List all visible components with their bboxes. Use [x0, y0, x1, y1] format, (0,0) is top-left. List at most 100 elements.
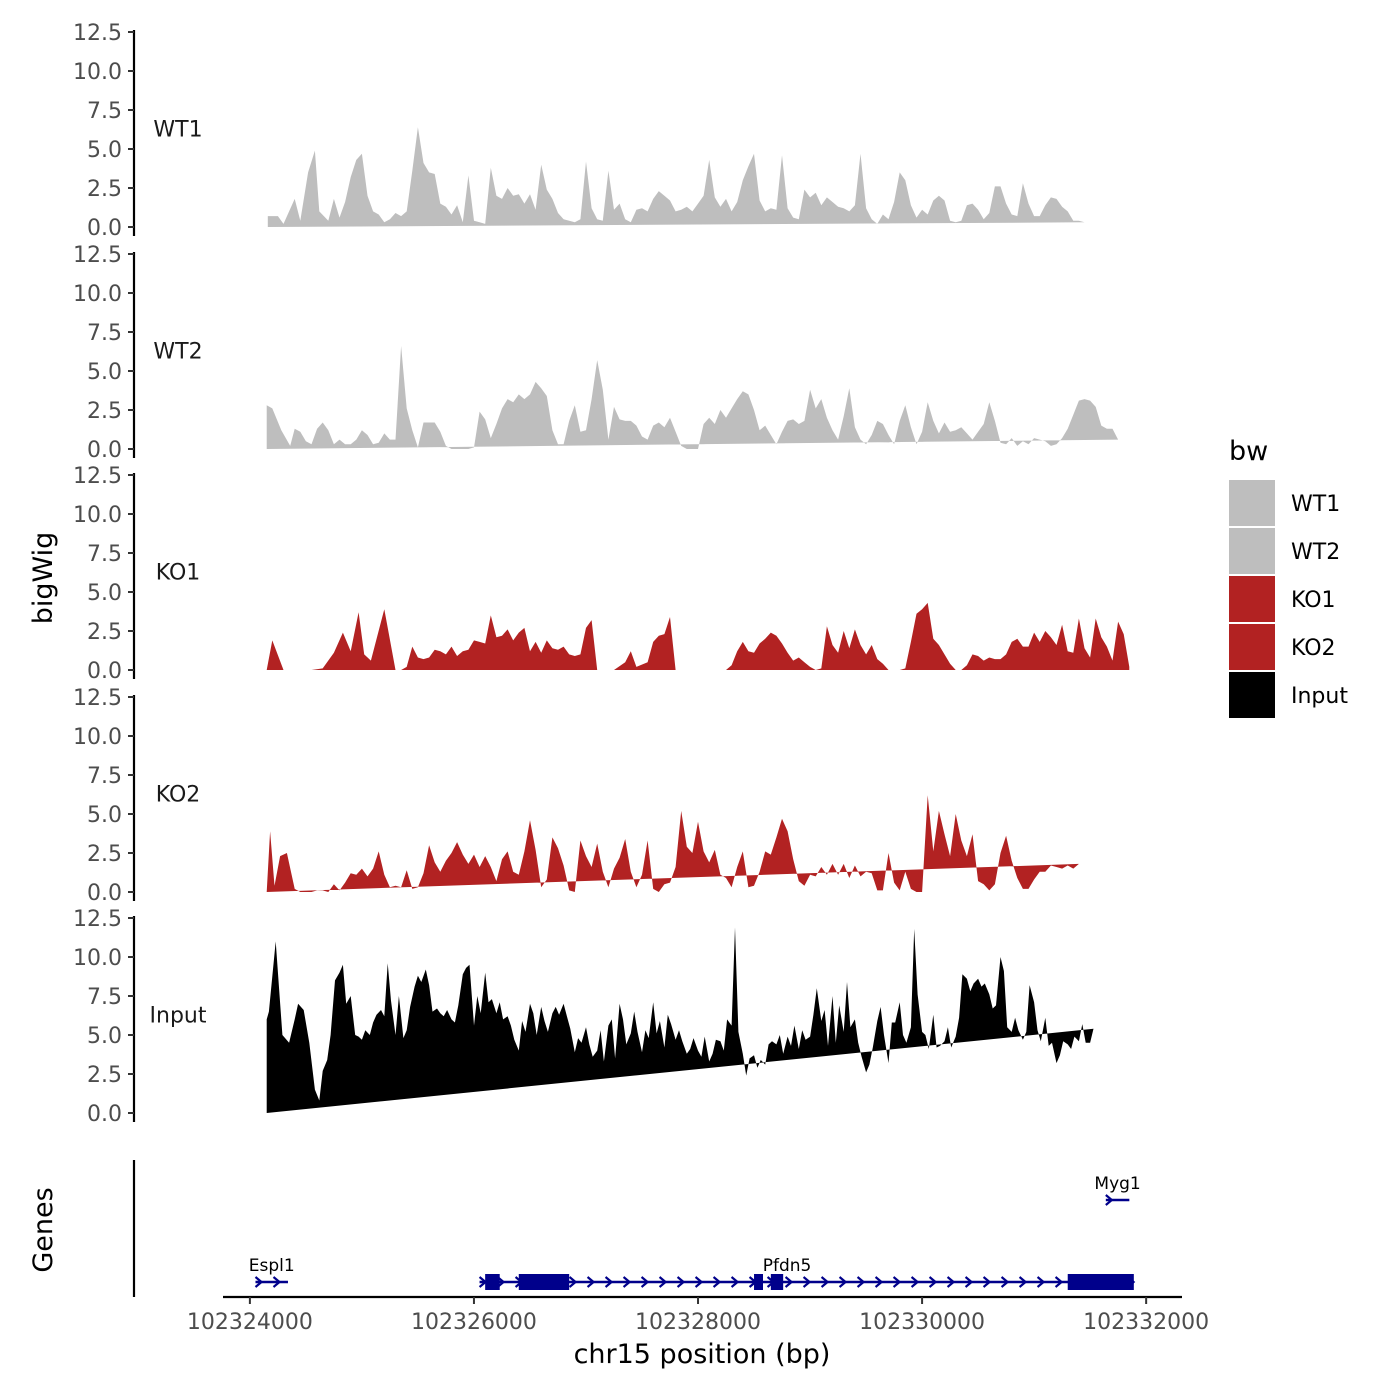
gene-label: Pfdn5 — [763, 1256, 812, 1276]
strand-arrow — [982, 1276, 992, 1288]
y-tick-label: 7.5 — [87, 321, 122, 346]
y-tick-label: 10.0 — [73, 946, 122, 971]
track-area-ko1 — [266, 602, 1130, 670]
legend-label: WT1 — [1291, 492, 1340, 517]
y-tick-label: 7.5 — [87, 542, 122, 567]
strand-arrow — [802, 1276, 812, 1288]
track-label: WT2 — [153, 340, 202, 365]
legend-item-ko1: KO1 — [1229, 576, 1336, 622]
x-tick-label: 102324000 — [187, 1310, 313, 1335]
strand-arrow — [568, 1276, 578, 1288]
y-tick-label: 12.5 — [73, 243, 122, 268]
strand-arrow — [964, 1276, 974, 1288]
strand-arrow — [254, 1276, 264, 1288]
coverage-tracks: 0.0 2.5 5.0 7.5 10.0 12.5 WT1 0.0 2.5 5.0 7.5 10.0 1… — [73, 21, 1130, 1127]
track-ko1: 0.0 2.5 5.0 7.5 10.0 12.5 KO1 — [73, 464, 1130, 684]
track-label: WT1 — [153, 118, 202, 143]
legend-item-wt2: WT2 — [1229, 528, 1340, 574]
y-tick-label: 2.5 — [87, 1063, 122, 1088]
x-axis: 102324000 102326000 102328000 102330000 1023… — [187, 1295, 1209, 1335]
exon — [485, 1274, 500, 1290]
track-area-wt2 — [266, 346, 1119, 449]
y-tick-label: 2.5 — [87, 842, 122, 867]
strand-arrow — [640, 1276, 650, 1288]
legend-item-wt1: WT1 — [1229, 480, 1340, 526]
y-tick-label: 10.0 — [73, 60, 122, 85]
y-tick-label: 10.0 — [73, 503, 122, 528]
strand-arrow — [1105, 1194, 1114, 1206]
track-wt1: 0.0 2.5 5.0 7.5 10.0 12.5 WT1 — [73, 21, 1085, 241]
x-tick-label: 102326000 — [411, 1310, 537, 1335]
y-tick-label: 7.5 — [87, 99, 122, 124]
x-tick-label: 102328000 — [635, 1310, 761, 1335]
track-area-wt1 — [267, 127, 1085, 227]
legend-swatch — [1229, 480, 1275, 526]
y-tick-label: 12.5 — [73, 686, 122, 711]
strand-arrow — [604, 1276, 614, 1288]
track-input: 0.0 2.5 5.0 7.5 10.0 12.5 Input — [73, 907, 1094, 1127]
y-tick-label: 5.0 — [87, 138, 122, 163]
legend-swatch — [1229, 624, 1275, 670]
exon — [770, 1274, 784, 1290]
legend-label: Input — [1291, 684, 1348, 709]
y-tick-label: 2.5 — [87, 620, 122, 645]
gene-track: Espl1 Pfdn5 Myg1 — [132, 1160, 1141, 1297]
strand-arrow — [658, 1276, 668, 1288]
x-axis-title: chr15 position (bp) — [574, 1339, 831, 1370]
y-tick-label: 0.0 — [87, 438, 122, 463]
y-tick-label: 7.5 — [87, 985, 122, 1010]
y-tick-label: 0.0 — [87, 881, 122, 906]
y-tick-label: 5.0 — [87, 803, 122, 828]
y-tick-label: 5.0 — [87, 581, 122, 606]
y-tick-label: 2.5 — [87, 399, 122, 424]
track-label: Input — [150, 1004, 207, 1029]
y-tick-label: 12.5 — [73, 907, 122, 932]
gene-label: Espl1 — [249, 1256, 295, 1276]
strand-arrow — [730, 1276, 740, 1288]
legend-label: WT2 — [1291, 540, 1340, 565]
strand-arrow — [272, 1276, 282, 1288]
strand-arrow — [820, 1276, 830, 1288]
y-tick-label: 7.5 — [87, 764, 122, 789]
y-tick-label: 5.0 — [87, 360, 122, 385]
strand-arrow — [586, 1276, 596, 1288]
exon — [518, 1274, 570, 1290]
strand-arrow — [1000, 1276, 1010, 1288]
gene-myg1: Myg1 — [1094, 1174, 1141, 1206]
genes-track-title: Genes — [28, 1187, 59, 1272]
y-tick-label: 0.0 — [87, 659, 122, 684]
track-label: KO2 — [156, 783, 201, 808]
strand-arrow — [910, 1276, 920, 1288]
strand-arrow — [694, 1276, 704, 1288]
legend-label: KO2 — [1291, 636, 1336, 661]
strand-arrow — [676, 1276, 686, 1288]
track-wt2: 0.0 2.5 5.0 7.5 10.0 12.5 WT2 — [73, 243, 1119, 463]
legend-swatch — [1229, 528, 1275, 574]
y-tick-label: 2.5 — [87, 177, 122, 202]
y-tick-label: 5.0 — [87, 1024, 122, 1049]
strand-arrow — [892, 1276, 902, 1288]
exon — [1067, 1274, 1134, 1290]
track-ko2: 0.0 2.5 5.0 7.5 10.0 12.5 KO2 — [73, 686, 1079, 906]
strand-arrow — [1054, 1276, 1064, 1288]
exon — [754, 1274, 763, 1290]
strand-arrow — [622, 1276, 632, 1288]
strand-arrow — [1036, 1276, 1046, 1288]
y-tick-label: 0.0 — [87, 216, 122, 241]
x-tick-label: 102330000 — [859, 1310, 985, 1335]
legend-item-input: Input — [1229, 672, 1348, 718]
legend-title: bw — [1229, 436, 1268, 467]
y-tick-label: 0.0 — [87, 1102, 122, 1127]
strand-arrow — [856, 1276, 866, 1288]
strand-arrow — [874, 1276, 884, 1288]
gene-pfdn5: Pfdn5 — [478, 1256, 1136, 1290]
gene-espl1: Espl1 — [249, 1256, 295, 1288]
y-axis-title: bigWig — [28, 532, 59, 625]
x-tick-label: 102332000 — [1083, 1310, 1209, 1335]
y-tick-label: 12.5 — [73, 464, 122, 489]
track-area-ko2 — [266, 795, 1079, 892]
strand-arrow — [946, 1276, 956, 1288]
track-label: KO1 — [156, 561, 201, 586]
